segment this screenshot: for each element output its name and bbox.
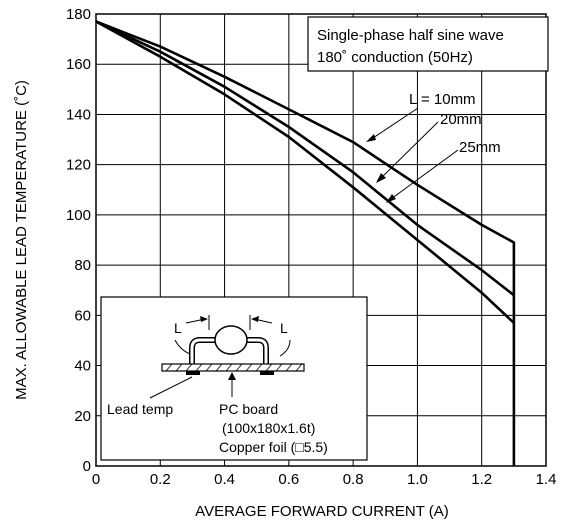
series-label-20mm: 20mm xyxy=(440,111,482,128)
copper-pad-left xyxy=(186,371,200,375)
condition-box: Single-phase half sine wave 180˚ conduct… xyxy=(307,16,549,72)
series-lines xyxy=(95,20,516,466)
x-tick-label: 0 xyxy=(92,471,100,488)
inset-copper-foil: Copper foil (□5.5) xyxy=(219,439,328,455)
pc-board-hatch xyxy=(165,363,303,372)
arrowhead-dim-right xyxy=(251,316,259,322)
y-tick-label: 20 xyxy=(74,408,91,425)
inset-diagram: L L Lead temp xyxy=(100,296,368,461)
y-tick-label: 60 xyxy=(74,307,91,324)
tick-labels: 0 0.2 0.4 0.6 0.8 1.0 1.2 1.4 0 20 40 60 80 100 120 140… xyxy=(66,6,556,488)
x-tick-label: 0.8 xyxy=(343,471,364,488)
series-arrow-20mm xyxy=(379,121,439,180)
series-label-10mm: L = 10mm xyxy=(409,91,476,108)
series-arrow-25mm xyxy=(390,149,459,200)
x-tick-label: 1.4 xyxy=(536,471,557,488)
series-label-25mm: 25mm xyxy=(459,139,501,156)
series-labels: L = 10mm 20mm 25mm xyxy=(366,91,501,203)
x-tick-label: 0.4 xyxy=(214,471,235,488)
inset-pc-board: PC board xyxy=(219,401,278,417)
copper-pad-right xyxy=(260,371,274,375)
arrowhead-pc-board xyxy=(228,372,236,380)
arrowhead-10mm xyxy=(366,134,376,142)
series-line-3 xyxy=(95,20,515,324)
y-tick-label: 140 xyxy=(66,106,91,123)
x-tick-label: 0.2 xyxy=(150,471,171,488)
y-tick-label: 80 xyxy=(74,257,91,274)
pc-board xyxy=(161,363,305,372)
inset-pc-board-size: (100x180x1.6t) xyxy=(222,420,315,436)
x-tick-label: 0.6 xyxy=(278,471,299,488)
y-tick-label: 0 xyxy=(83,458,91,475)
y-tick-label: 180 xyxy=(66,6,91,23)
inset-label-l-left: L xyxy=(174,320,182,336)
y-tick-label: 100 xyxy=(66,207,91,224)
series-arrow-10mm xyxy=(369,107,419,141)
series-line-1 xyxy=(95,20,516,466)
x-tick-label: 1.0 xyxy=(407,471,428,488)
arrowhead-20mm xyxy=(376,173,386,183)
diode-body-icon xyxy=(214,325,248,355)
plot-frame xyxy=(95,13,547,467)
arrowhead-dim-left xyxy=(200,316,208,322)
arrowhead-25mm xyxy=(386,194,396,203)
condition-line-1: Single-phase half sine wave xyxy=(317,27,504,44)
y-axis-title: MAX. ALLOWABLE LEAD TEMPERATURE (˚C) xyxy=(13,80,30,400)
y-tick-label: 40 xyxy=(74,358,91,375)
x-tick-label: 1.2 xyxy=(471,471,492,488)
condition-line-2: 180˚ conduction (50Hz) xyxy=(317,49,473,66)
lead-temp-pointer xyxy=(149,376,193,399)
y-tick-label: 160 xyxy=(66,56,91,73)
inset-label-l-right: L xyxy=(280,320,288,336)
y-tick-label: 120 xyxy=(66,157,91,174)
series-line-2 xyxy=(95,20,515,297)
x-axis-title: AVERAGE FORWARD CURRENT (A) xyxy=(195,503,449,520)
inset-lead-temp: Lead temp xyxy=(107,401,173,417)
